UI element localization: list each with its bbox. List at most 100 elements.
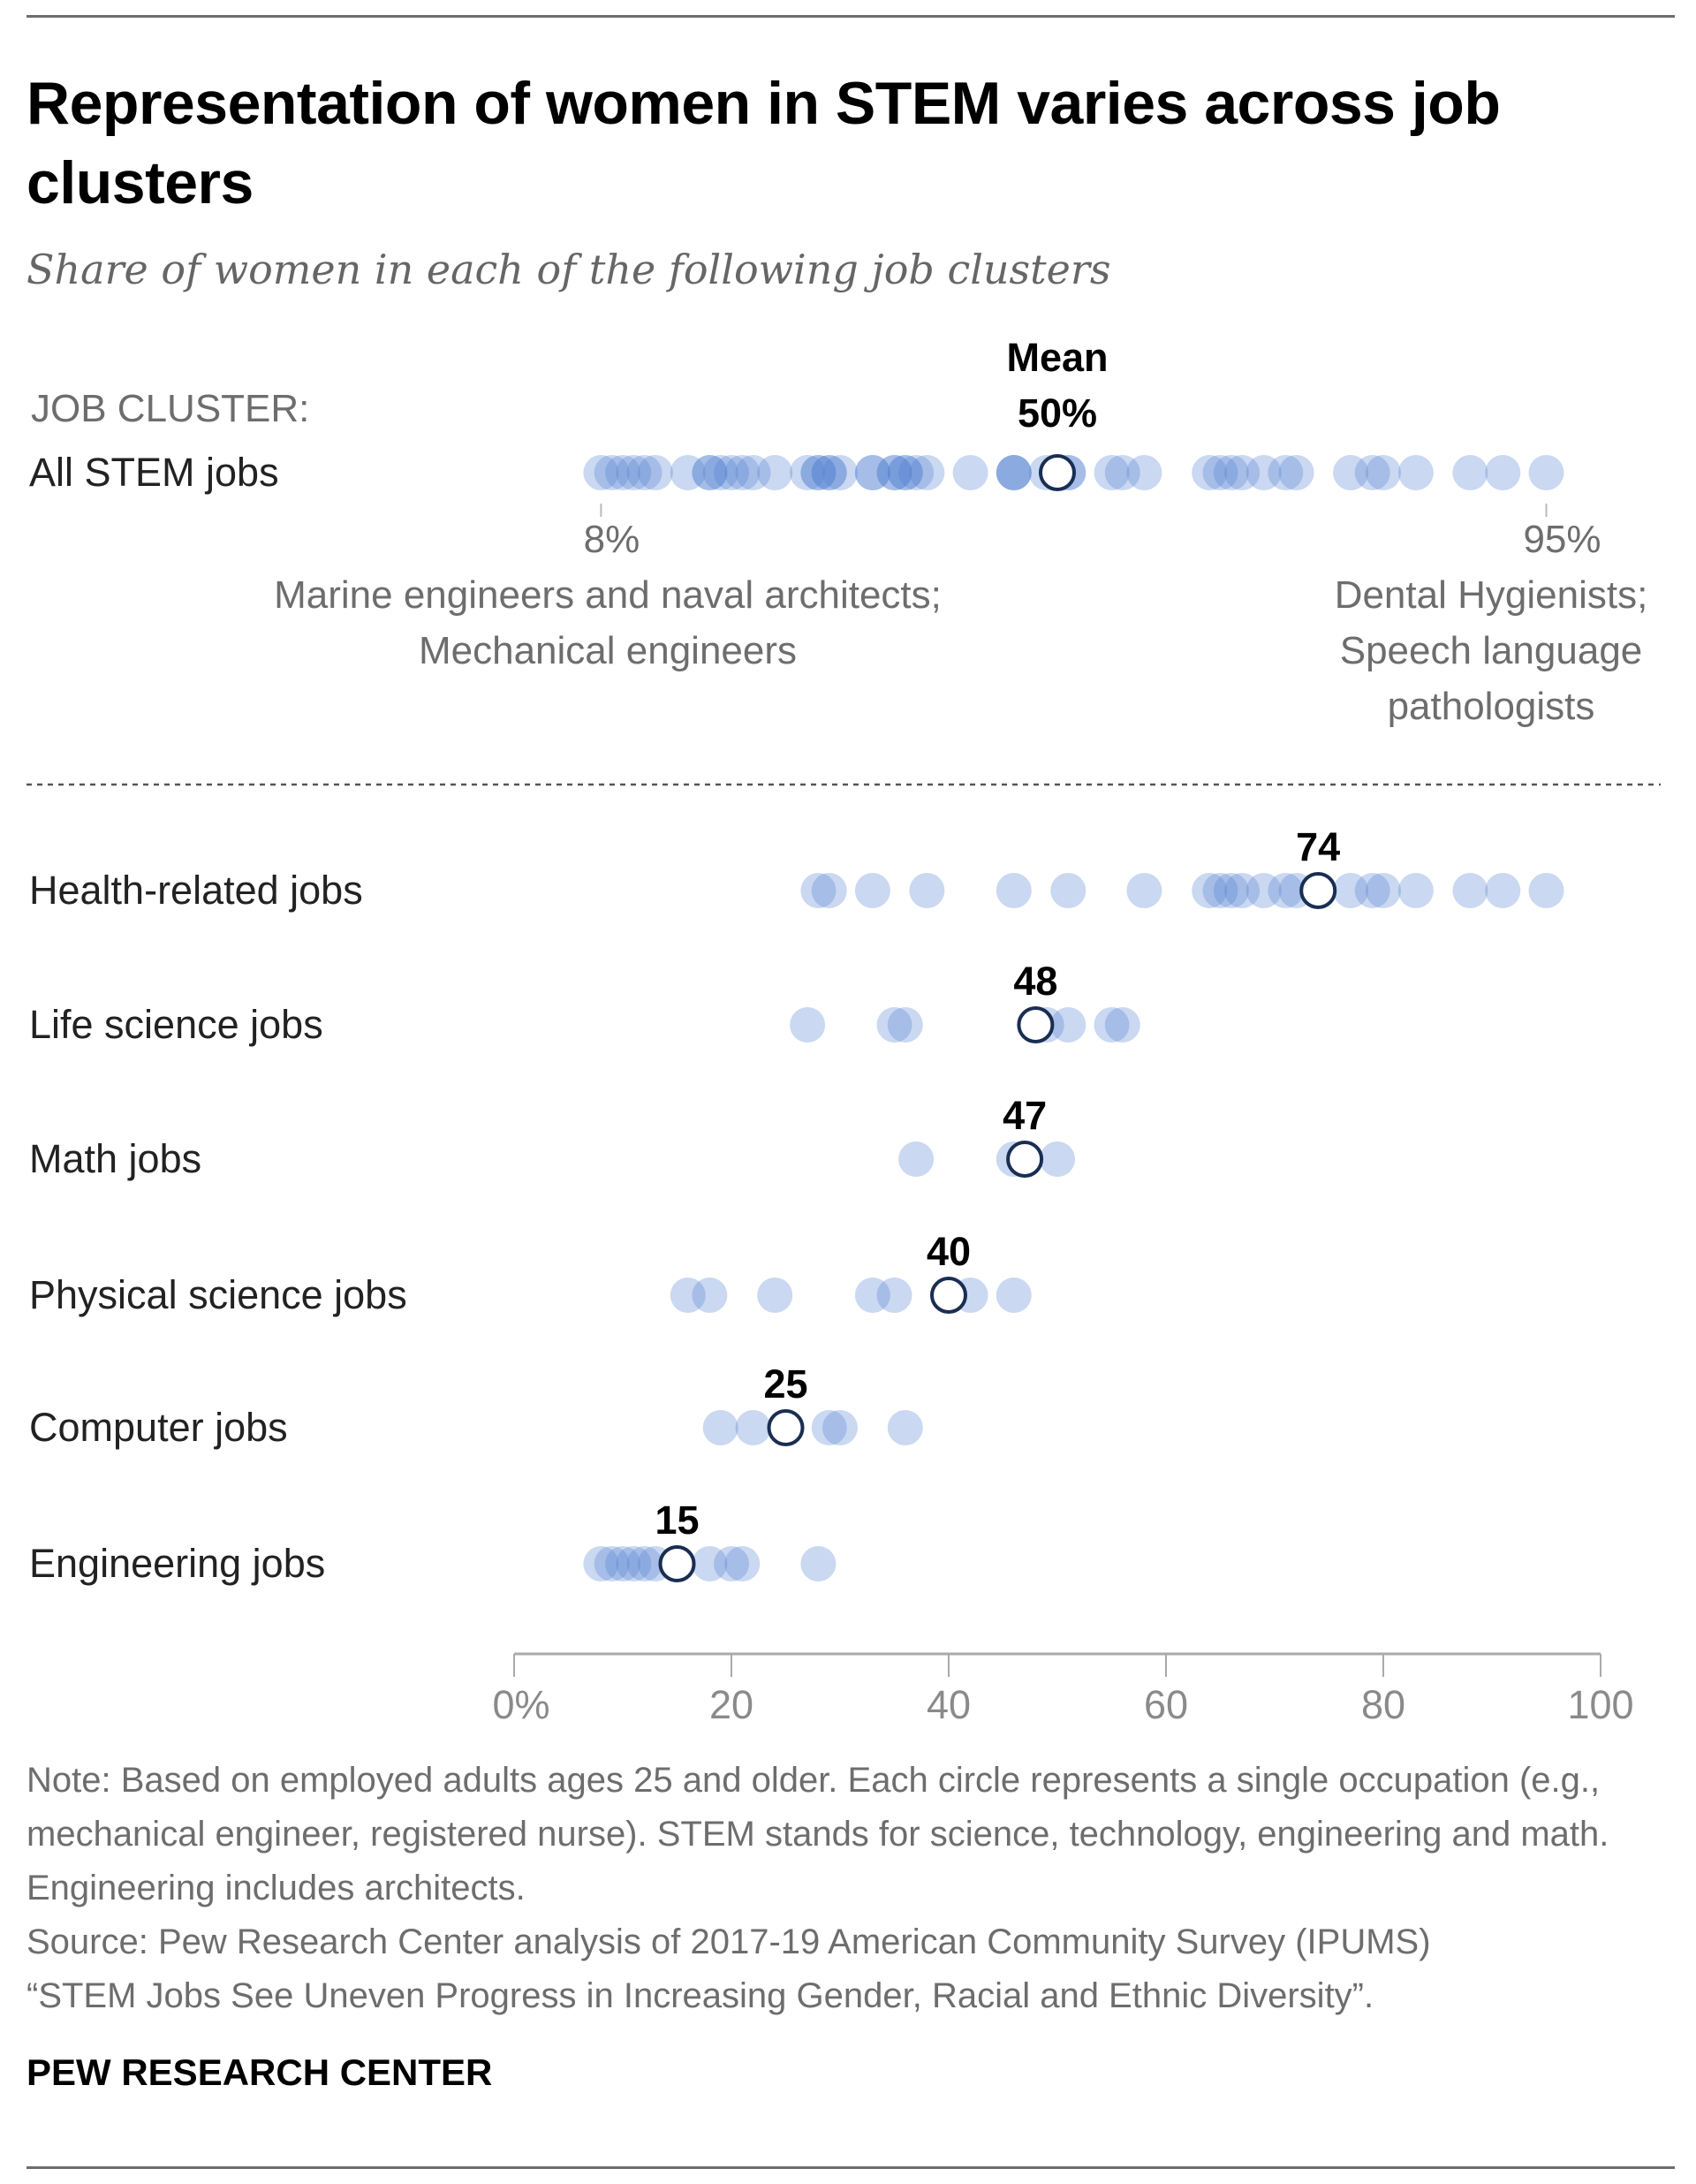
occupation-dot [757, 455, 793, 490]
occupation-dot [757, 1278, 793, 1313]
footnote: Note: Based on employed adults ages 25 a… [26, 1754, 1652, 2023]
occupation-dot [1397, 873, 1434, 908]
occupation-dot [594, 455, 630, 490]
occupation-dot [800, 455, 837, 490]
row-label-all-stem: All STEM jobs [29, 450, 279, 495]
occupation-dot [594, 1546, 630, 1581]
occupation-dot [724, 455, 761, 490]
occupation-dot [626, 455, 662, 490]
bottom-rule [26, 2166, 1675, 2169]
min-annotation-line: Marine engineers and naval architects; [274, 573, 942, 617]
occupation-dot [1333, 455, 1369, 490]
occupation-dot [1192, 873, 1228, 908]
cluster-row: Engineering jobs 15 [29, 1498, 837, 1586]
chart-subtitle: Share of women in each of the following … [26, 246, 1111, 293]
occupation-dot [822, 455, 858, 490]
occupation-dot [909, 873, 945, 908]
occupation-dot [692, 455, 728, 490]
row-label: Computer jobs [29, 1405, 288, 1450]
cluster-row: Computer jobs 25 [29, 1361, 923, 1450]
source-text: Source: Pew Research Center analysis of … [26, 1922, 1431, 1961]
occupation-dot [1452, 873, 1488, 908]
occupation-dot [790, 455, 826, 490]
occupation-dot [876, 1007, 912, 1043]
occupation-dot [605, 455, 640, 490]
mean-marker [658, 1545, 696, 1582]
occupation-dot [1366, 873, 1401, 908]
mean-marker [1039, 454, 1076, 491]
occupation-dot [1202, 455, 1238, 490]
row-label: Life science jobs [29, 1002, 323, 1047]
mean-value-label: 15 [655, 1498, 699, 1543]
occupation-dot [605, 1546, 640, 1581]
mean-value-label: 48 [1013, 959, 1057, 1004]
max-annotation-line: pathologists [1388, 685, 1595, 728]
max-annotation-line: Dental Hygienists; [1335, 573, 1648, 617]
x-tick-label: 60 [1144, 1682, 1188, 1727]
occupation-dot [854, 455, 890, 490]
occupation-dot [1050, 873, 1086, 908]
occupation-dot [898, 1141, 935, 1177]
row-label: Engineering jobs [29, 1541, 325, 1586]
occupation-dot [1192, 455, 1228, 490]
min-annotation-line: Mechanical engineers [419, 629, 797, 672]
occupation-dot [626, 1546, 662, 1581]
occupation-dot [1094, 455, 1130, 490]
cluster-row: Life science jobs 48 [29, 959, 1140, 1047]
occupation-dot [876, 1278, 912, 1313]
cluster-row: Math jobs 47 [29, 1093, 1075, 1181]
x-tick-label: 20 [709, 1682, 753, 1727]
mean-marker [1017, 1006, 1055, 1043]
brand-logo-text: PEW RESEARCH CENTER [26, 2051, 493, 2093]
occupation-dot [724, 1546, 761, 1581]
occupation-dot [854, 455, 890, 490]
occupation-dot [1366, 455, 1401, 490]
mean-value-label: 74 [1296, 824, 1340, 869]
occupation-dot [1213, 455, 1249, 490]
min-value-label: 8% [584, 518, 640, 561]
note-text: Note: Based on employed adults ages 25 a… [26, 1761, 1609, 1907]
source-title-text: “STEM Jobs See Uneven Progress in Increa… [26, 1976, 1374, 2015]
occupation-dot [583, 455, 619, 490]
occupation-dot [790, 1007, 826, 1043]
occupation-dot [996, 455, 1032, 490]
occupation-dot [735, 1410, 771, 1445]
occupation-dot [1246, 455, 1282, 490]
occupation-dot [1485, 873, 1521, 908]
occupation-dot [1268, 873, 1304, 908]
summary-row: JOB CLUSTER: All STEM jobs Mean 50% 8% 9… [29, 335, 1647, 728]
occupation-dot [811, 873, 847, 908]
occupation-dot [1126, 873, 1162, 908]
occupation-dot [996, 455, 1032, 490]
occupation-dot [996, 1278, 1032, 1313]
row-label: Physical science jobs [29, 1272, 407, 1317]
max-annotation-line: Speech language [1340, 629, 1643, 672]
occupation-dot [854, 1278, 890, 1313]
x-axis: 0% 20 40 60 80 100 [492, 1652, 1634, 1727]
occupation-dot [1202, 873, 1238, 908]
occupation-dot [1224, 455, 1261, 490]
x-tick-label: 80 [1361, 1682, 1405, 1727]
occupation-dot [714, 455, 749, 490]
occupation-dot [1333, 873, 1369, 908]
occupation-dot [1354, 873, 1390, 908]
mean-value-label: 47 [1003, 1093, 1047, 1138]
occupation-dot [1485, 455, 1521, 490]
occupation-dot [616, 455, 652, 490]
occupation-dot [909, 455, 945, 490]
x-tick-label: 0% [492, 1682, 549, 1727]
occupation-dot [616, 1546, 652, 1581]
occupation-dot [887, 455, 923, 490]
occupation-dot [702, 455, 738, 490]
occupation-dot [1104, 455, 1140, 490]
occupation-dot [952, 455, 988, 490]
occupation-dot [811, 455, 847, 490]
mean-value-label: 40 [927, 1229, 971, 1274]
occupation-dot [1040, 1141, 1075, 1177]
occupation-dot [822, 1410, 858, 1445]
x-tick-label: 100 [1567, 1682, 1633, 1727]
occupation-dot [670, 455, 706, 490]
row-label: Health-related jobs [29, 868, 363, 913]
occupation-dot [670, 1278, 706, 1313]
occupation-dot [996, 455, 1032, 490]
